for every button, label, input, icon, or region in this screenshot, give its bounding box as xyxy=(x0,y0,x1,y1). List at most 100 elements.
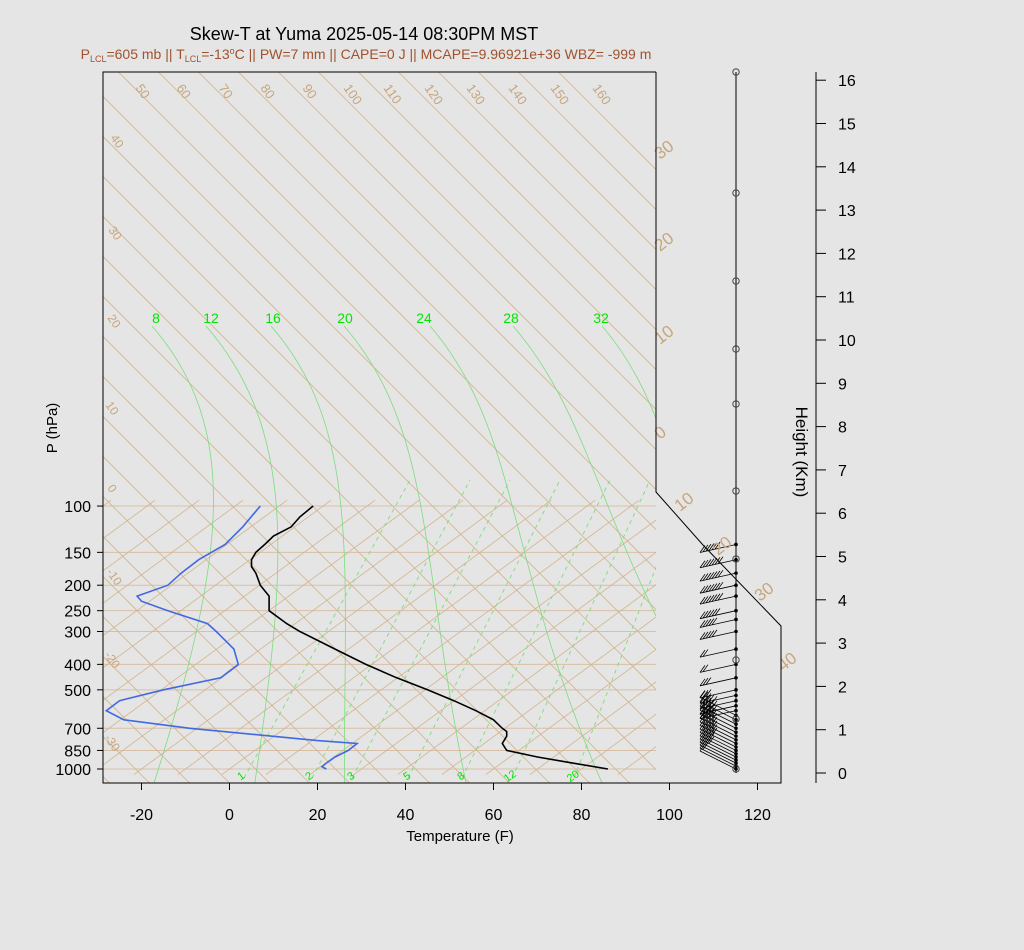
wind-barb xyxy=(699,596,706,605)
dewpoint-profile-line xyxy=(104,505,360,770)
dry-adiabat-line xyxy=(103,655,230,783)
wind-barb xyxy=(705,724,712,733)
wind-barb xyxy=(702,726,709,735)
x-axis-label: Temperature (F) xyxy=(406,828,514,845)
pressure-tick-label: 400 xyxy=(64,657,91,674)
wind-barb xyxy=(699,747,737,767)
mixing-ratio-label: 12 xyxy=(502,768,519,785)
dry-adiabat-line xyxy=(103,735,150,783)
dry-adiabat-line xyxy=(437,72,656,291)
isotherm-line xyxy=(750,500,1024,774)
wind-barb xyxy=(714,541,721,550)
wind-barb xyxy=(717,569,724,578)
isotherm-label: 150 xyxy=(548,81,573,107)
mixing-ratio-line xyxy=(573,566,656,779)
wind-barb xyxy=(702,619,709,628)
height-marker-dot xyxy=(734,617,738,622)
dry-adiabat-line xyxy=(237,72,656,491)
moist-adiabat-label: 32 xyxy=(593,310,609,326)
height-tick-label: 16 xyxy=(838,73,856,90)
wind-barb xyxy=(699,744,737,764)
height-tick-label: 9 xyxy=(838,376,847,393)
wind-barb xyxy=(711,724,718,732)
temperature-profile-line xyxy=(250,505,609,770)
height-marker-dot xyxy=(734,688,738,692)
height-tick-label: 10 xyxy=(838,333,856,350)
isotherm-line xyxy=(485,649,656,775)
moist-adiabat-line xyxy=(512,325,656,617)
dry-adiabat-line xyxy=(103,295,590,783)
isotherm-label: 130 xyxy=(464,81,489,107)
height-marker-dot xyxy=(734,704,738,708)
wind-barb xyxy=(705,572,712,581)
temperature-tick-label: 0 xyxy=(225,807,234,824)
dry-adiabat-line xyxy=(197,72,656,531)
wind-barb xyxy=(702,573,709,581)
isotherm-line xyxy=(177,499,552,775)
isotherm-label: 100 xyxy=(341,81,366,107)
height-marker-dot xyxy=(734,730,738,735)
height-marker-dot xyxy=(734,713,738,718)
wind-barb xyxy=(708,558,715,566)
height-marker-dot xyxy=(734,608,738,613)
temperature-tick-label: 60 xyxy=(485,807,503,824)
height-marker-dot xyxy=(734,745,738,749)
wind-barb xyxy=(702,719,709,728)
pressure-tick-label: 1000 xyxy=(55,762,91,779)
wind-barb xyxy=(708,733,715,741)
dry-adiabat-line xyxy=(103,455,430,783)
height-tick-label: 0 xyxy=(838,766,847,783)
background-lines xyxy=(0,63,1024,783)
wind-barb xyxy=(711,617,718,626)
dry-adiabat-line xyxy=(103,495,390,783)
height-tick-label: 14 xyxy=(838,160,856,177)
dry-adiabat-line xyxy=(0,63,30,783)
wind-barb xyxy=(711,542,718,551)
moist-adiabat-line xyxy=(151,325,214,783)
isotherm-label: 120 xyxy=(422,81,447,107)
wind-barb xyxy=(702,723,709,731)
wind-barb xyxy=(708,630,715,638)
moist-adiabat-label: 24 xyxy=(416,310,432,326)
isotherm-label: 160 xyxy=(590,81,615,107)
height-marker-dot xyxy=(734,726,738,731)
dry-adiabat-line xyxy=(117,72,656,611)
dry-adiabat-line xyxy=(317,72,656,411)
wind-barb xyxy=(699,573,706,582)
isotherm-label: 40 xyxy=(774,649,801,676)
wind-barb xyxy=(708,618,715,626)
wind-barb xyxy=(705,689,712,697)
height-marker-dot xyxy=(734,738,738,742)
wind-barb xyxy=(699,696,706,704)
wind-barb xyxy=(711,583,718,591)
dry-adiabat-line xyxy=(103,615,270,783)
height-marker-dot xyxy=(734,594,738,598)
height-tick-label: 2 xyxy=(838,679,847,696)
pressure-tick-label: 850 xyxy=(64,743,91,760)
wind-barb xyxy=(705,731,712,739)
mixing-ratio-label: 1 xyxy=(235,770,247,783)
isotherm-label: 10 xyxy=(651,322,678,349)
isotherm-label: 60 xyxy=(174,81,195,101)
pressure-marker-circle xyxy=(732,656,740,664)
mixing-ratio-label: 8 xyxy=(455,770,467,783)
dry-adiabat-line xyxy=(103,215,656,771)
wind-barb xyxy=(705,694,712,703)
isotherm-label: 10 xyxy=(103,399,122,418)
isotherm-label: 30 xyxy=(651,137,678,164)
isotherm-line xyxy=(103,499,420,734)
dry-adiabat-line xyxy=(397,72,656,331)
wind-barb xyxy=(711,594,718,602)
pressure-tick-label: 700 xyxy=(64,721,91,738)
wind-barb xyxy=(699,620,706,628)
wind-barb xyxy=(699,585,706,594)
wind-barb xyxy=(702,677,709,686)
moist-adiabat-line xyxy=(343,325,467,783)
mixing-ratio-label: 3 xyxy=(345,770,357,783)
height-marker-dot xyxy=(734,761,738,765)
pressure-tick-label: 500 xyxy=(64,683,91,700)
moist-adiabat-label: 16 xyxy=(265,310,281,326)
isotherm-line xyxy=(838,500,1024,774)
dry-adiabat-line xyxy=(477,72,656,251)
